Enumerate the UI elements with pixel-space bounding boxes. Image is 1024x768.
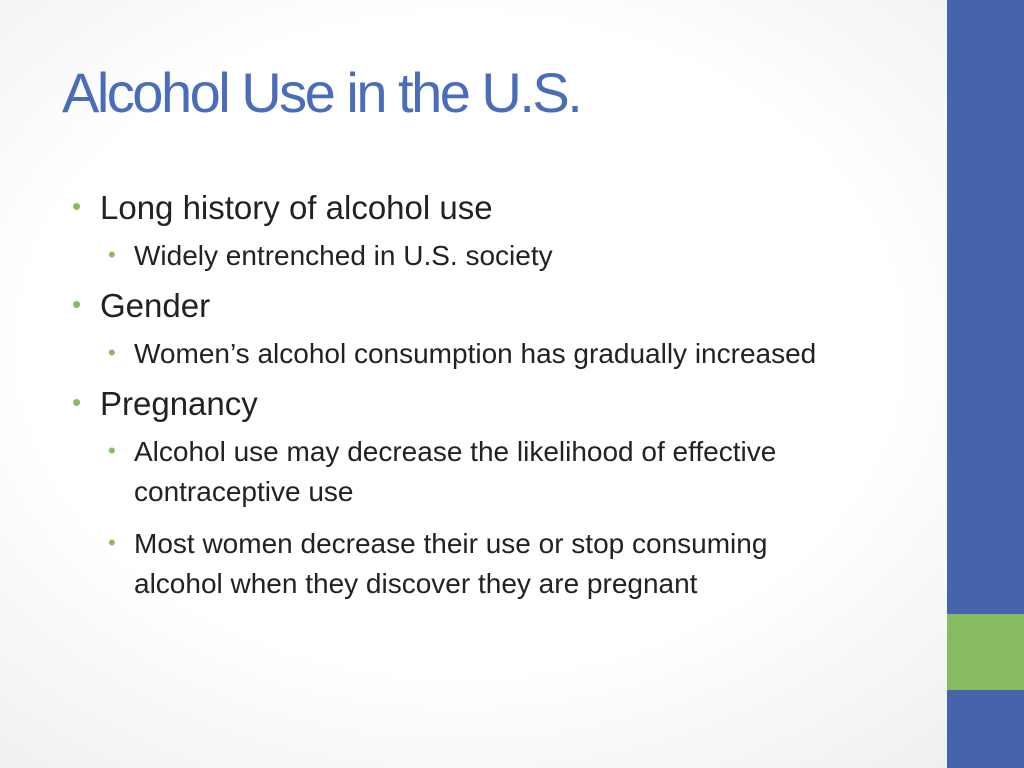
sub-bullet-item: • Most women decrease their use or stop c… bbox=[72, 524, 854, 604]
bullet-dot-icon: • bbox=[72, 191, 82, 221]
bullet-list: • Long history of alcohol use • Widely ent… bbox=[72, 188, 912, 616]
bullet-dot-icon: • bbox=[108, 438, 116, 463]
bullet-dot-icon: • bbox=[108, 340, 116, 365]
bullet-dot-icon: • bbox=[72, 289, 82, 319]
side-accent-decoration bbox=[947, 614, 1024, 690]
sub-bullet-text: Alcohol use may decrease the likelihood … bbox=[134, 436, 777, 507]
bullet-item: • Gender bbox=[72, 286, 912, 326]
sub-bullet-item: • Alcohol use may decrease the likelihood… bbox=[72, 432, 854, 512]
bullet-text: Long history of alcohol use bbox=[100, 189, 493, 226]
bullet-item: • Long history of alcohol use bbox=[72, 188, 912, 228]
bullet-dot-icon: • bbox=[108, 242, 116, 267]
bullet-text: Pregnancy bbox=[100, 385, 258, 422]
sub-bullet-text: Women’s alcohol consumption has graduall… bbox=[134, 338, 817, 369]
bullet-item: • Pregnancy bbox=[72, 384, 912, 424]
sub-bullet-text: Most women decrease their use or stop co… bbox=[134, 528, 768, 599]
sub-bullet-text: Widely entrenched in U.S. society bbox=[134, 240, 553, 271]
sub-bullet-item: • Widely entrenched in U.S. society bbox=[72, 236, 912, 276]
slide-title: Alcohol Use in the U.S. bbox=[62, 61, 583, 124]
bullet-dot-icon: • bbox=[108, 530, 116, 555]
bullet-text: Gender bbox=[100, 287, 211, 324]
sub-bullet-item: • Women’s alcohol consumption has gradual… bbox=[72, 334, 912, 374]
bullet-dot-icon: • bbox=[72, 387, 82, 417]
